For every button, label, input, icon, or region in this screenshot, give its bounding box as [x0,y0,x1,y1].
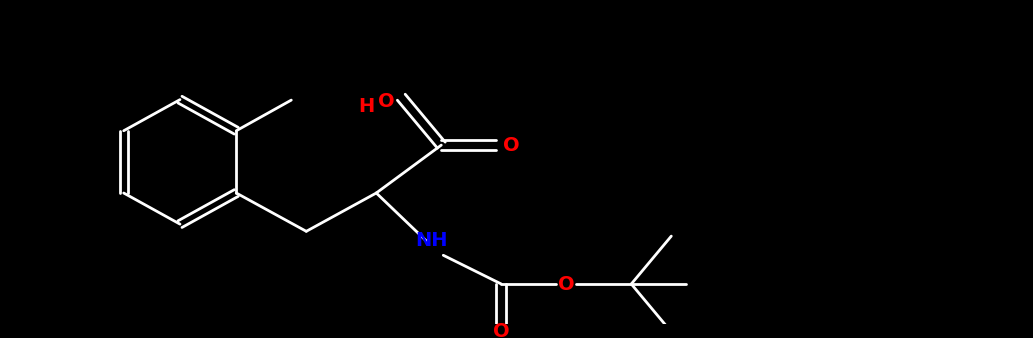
Text: O: O [493,322,509,338]
Text: H: H [358,97,374,116]
Text: O: O [503,136,520,154]
Text: O: O [378,92,395,112]
Text: O: O [558,274,574,293]
Text: NH: NH [415,232,447,250]
